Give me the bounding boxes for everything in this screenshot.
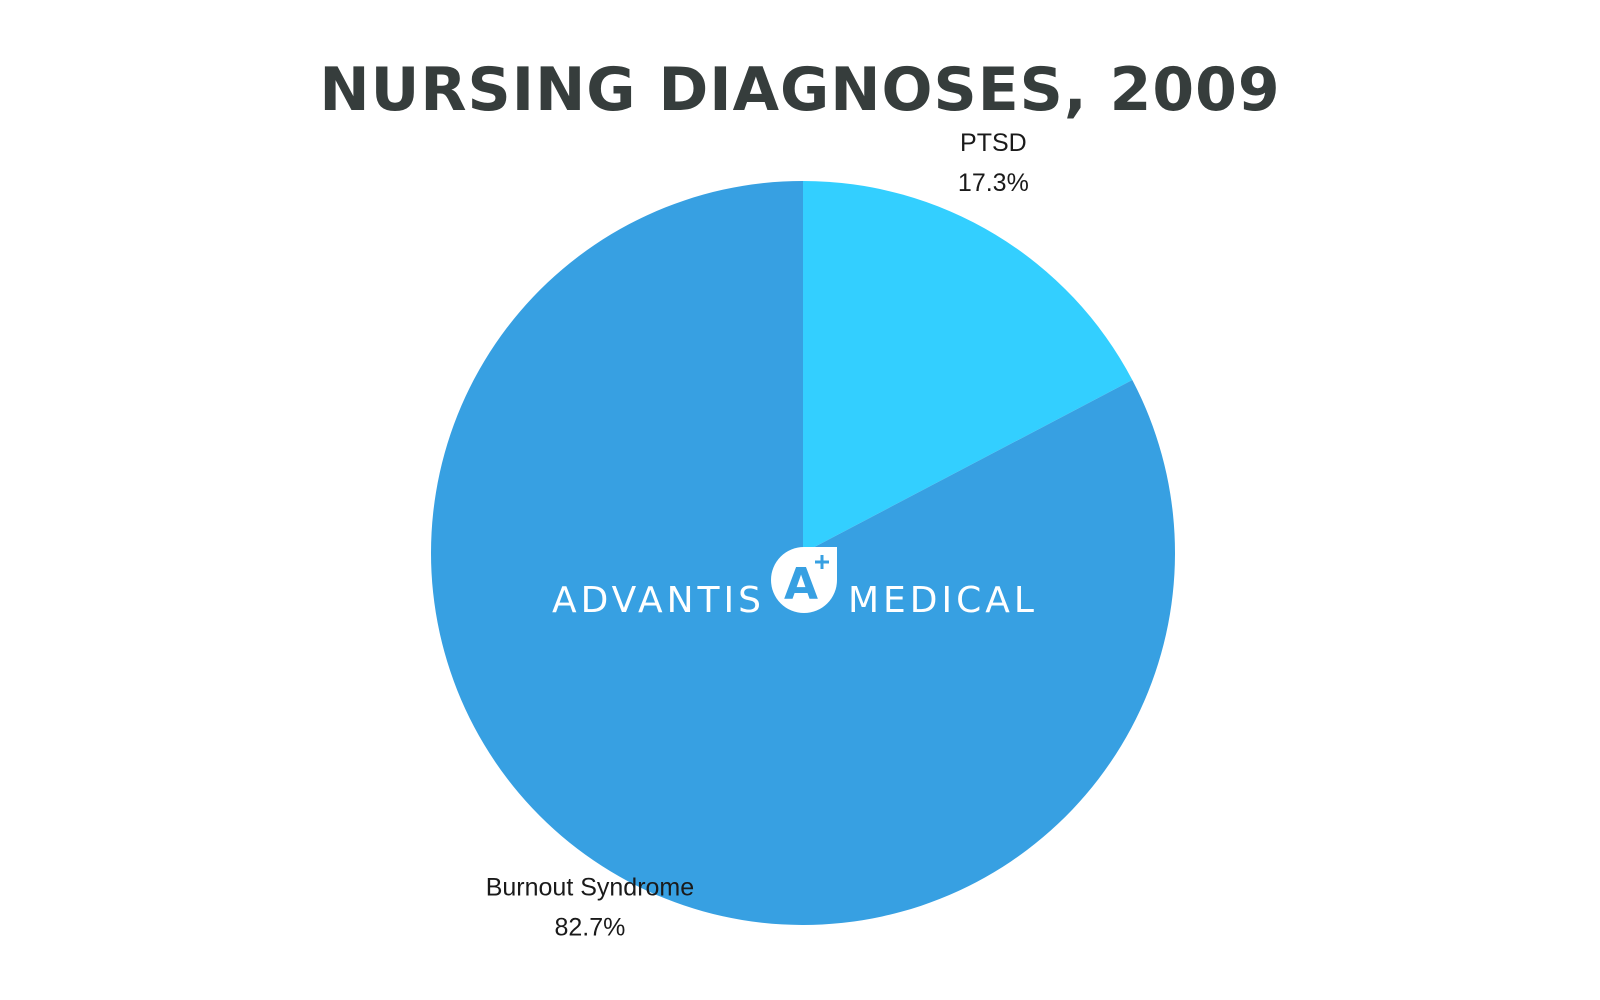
slice-label-name: Burnout Syndrome — [486, 874, 694, 902]
advantis-medical-logo: ADVANTIS A MEDICAL — [552, 547, 1038, 621]
logo-emblem-letter: A — [784, 559, 818, 610]
logo-plus-icon — [815, 555, 829, 569]
logo-left-text: ADVANTIS — [552, 580, 765, 621]
logo-emblem-icon: A — [771, 547, 837, 613]
slice-label-value: 82.7% — [554, 914, 625, 942]
slice-labels: PTSD 17.3% Burnout Syndrome 82.7% — [486, 129, 1029, 942]
logo-right-text: MEDICAL — [848, 580, 1038, 621]
pie-slice-ptsd — [803, 181, 1133, 553]
slice-label-name: PTSD — [960, 129, 1027, 157]
chart-title: NURSING DIAGNOSES, 2009 — [319, 55, 1281, 125]
slice-label-value: 17.3% — [958, 169, 1029, 197]
